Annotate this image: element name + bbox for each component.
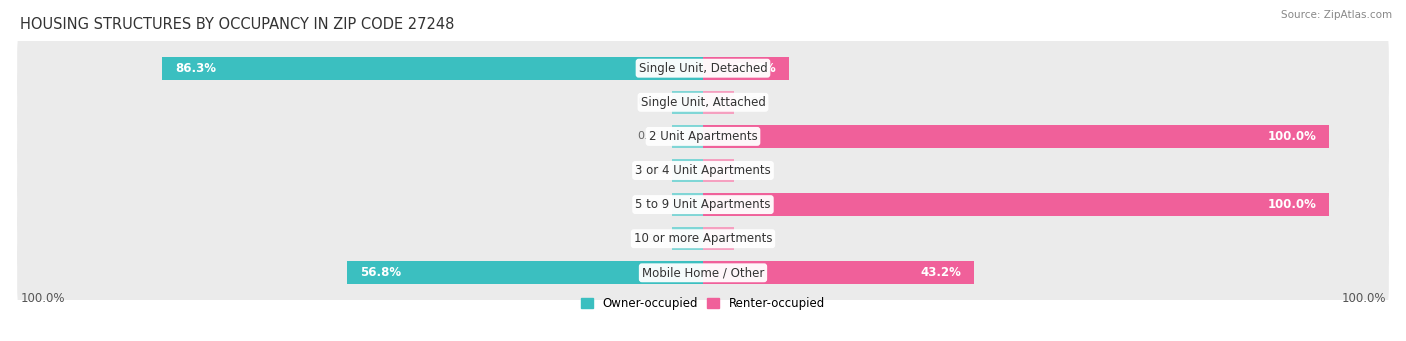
Text: 100.0%: 100.0% <box>1341 292 1386 305</box>
Text: 2 Unit Apartments: 2 Unit Apartments <box>648 130 758 143</box>
Text: 13.7%: 13.7% <box>735 62 776 75</box>
Text: 0.0%: 0.0% <box>637 131 665 142</box>
Text: 43.2%: 43.2% <box>920 266 962 279</box>
Text: 5 to 9 Unit Apartments: 5 to 9 Unit Apartments <box>636 198 770 211</box>
Text: 3 or 4 Unit Apartments: 3 or 4 Unit Apartments <box>636 164 770 177</box>
Bar <box>672 193 703 216</box>
Bar <box>703 91 734 114</box>
Text: 100.0%: 100.0% <box>1268 130 1317 143</box>
Bar <box>703 227 734 250</box>
Bar <box>672 227 703 250</box>
Text: 0.0%: 0.0% <box>637 97 665 107</box>
Text: 0.0%: 0.0% <box>741 234 769 244</box>
FancyBboxPatch shape <box>17 103 1389 170</box>
FancyBboxPatch shape <box>17 35 1389 102</box>
Bar <box>347 261 703 284</box>
Text: Source: ZipAtlas.com: Source: ZipAtlas.com <box>1281 10 1392 20</box>
FancyBboxPatch shape <box>17 69 1389 136</box>
Text: Single Unit, Detached: Single Unit, Detached <box>638 62 768 75</box>
Bar <box>672 91 703 114</box>
FancyBboxPatch shape <box>17 137 1389 204</box>
Text: 0.0%: 0.0% <box>637 165 665 176</box>
Legend: Owner-occupied, Renter-occupied: Owner-occupied, Renter-occupied <box>576 293 830 315</box>
Text: 100.0%: 100.0% <box>1268 198 1317 211</box>
Text: Single Unit, Attached: Single Unit, Attached <box>641 96 765 109</box>
Bar <box>703 261 973 284</box>
Bar <box>703 57 789 80</box>
Text: HOUSING STRUCTURES BY OCCUPANCY IN ZIP CODE 27248: HOUSING STRUCTURES BY OCCUPANCY IN ZIP C… <box>20 17 454 32</box>
Text: 0.0%: 0.0% <box>741 165 769 176</box>
Bar <box>703 125 1329 148</box>
Text: 0.0%: 0.0% <box>741 97 769 107</box>
FancyBboxPatch shape <box>17 205 1389 272</box>
FancyBboxPatch shape <box>17 239 1389 306</box>
Text: Mobile Home / Other: Mobile Home / Other <box>641 266 765 279</box>
Text: 0.0%: 0.0% <box>637 199 665 210</box>
Bar <box>703 159 734 182</box>
Bar <box>672 159 703 182</box>
Bar <box>163 57 703 80</box>
Text: 10 or more Apartments: 10 or more Apartments <box>634 232 772 245</box>
FancyBboxPatch shape <box>17 171 1389 238</box>
Bar <box>703 193 1329 216</box>
Text: 100.0%: 100.0% <box>20 292 65 305</box>
Text: 56.8%: 56.8% <box>360 266 401 279</box>
Text: 0.0%: 0.0% <box>637 234 665 244</box>
Bar <box>672 125 703 148</box>
Text: 86.3%: 86.3% <box>174 62 217 75</box>
